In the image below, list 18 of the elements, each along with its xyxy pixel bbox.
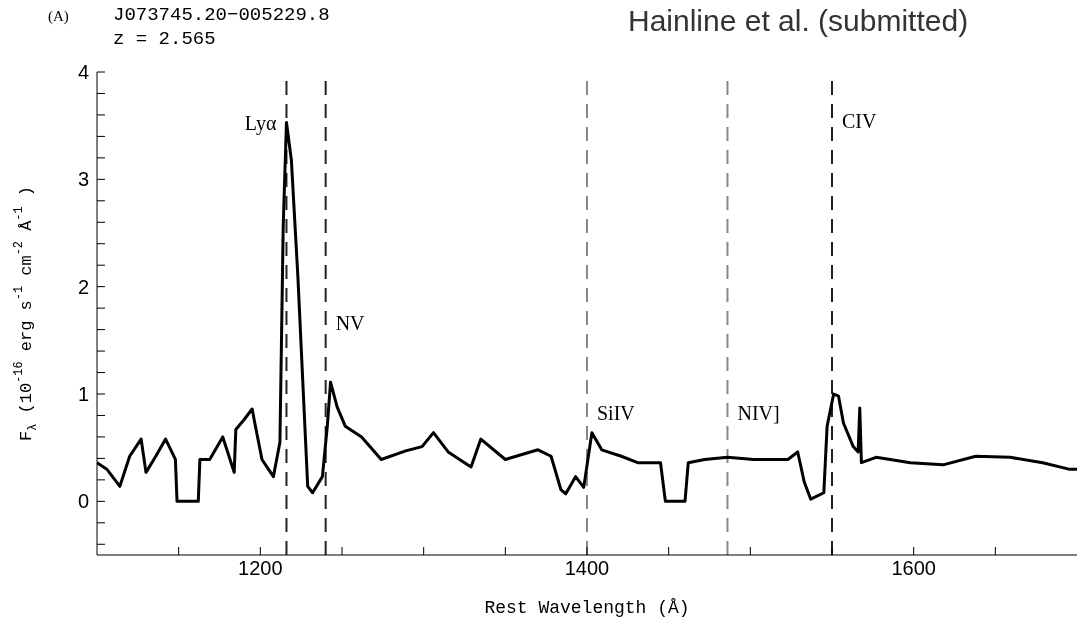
y-tick-label: 3 — [77, 168, 89, 191]
y-tick-label: 0 — [77, 490, 89, 513]
chart-subtitle: z = 2.565 — [113, 28, 216, 50]
x-axis-title: Rest Wavelength (Å) — [484, 598, 690, 618]
ref-line-label: CIV — [842, 110, 877, 132]
x-tick-label: 1400 — [564, 557, 610, 580]
x-tick-label: 1600 — [891, 557, 936, 580]
x-tick-label: 1200 — [238, 557, 283, 580]
ref-line-label: Lyα — [244, 112, 277, 135]
ref-line-label: SiIV — [597, 402, 636, 424]
y-tick-label: 1 — [77, 383, 89, 406]
ref-line-label: NIV] — [737, 402, 780, 424]
y-tick-label: 2 — [77, 275, 89, 298]
chart-title: J073745.20−005229.8 — [113, 4, 330, 26]
ref-line-label: NV — [335, 312, 366, 334]
text: (A) — [48, 8, 69, 25]
text: Hainline et al. (submitted) — [628, 4, 969, 38]
y-tick-label: 4 — [77, 61, 89, 84]
